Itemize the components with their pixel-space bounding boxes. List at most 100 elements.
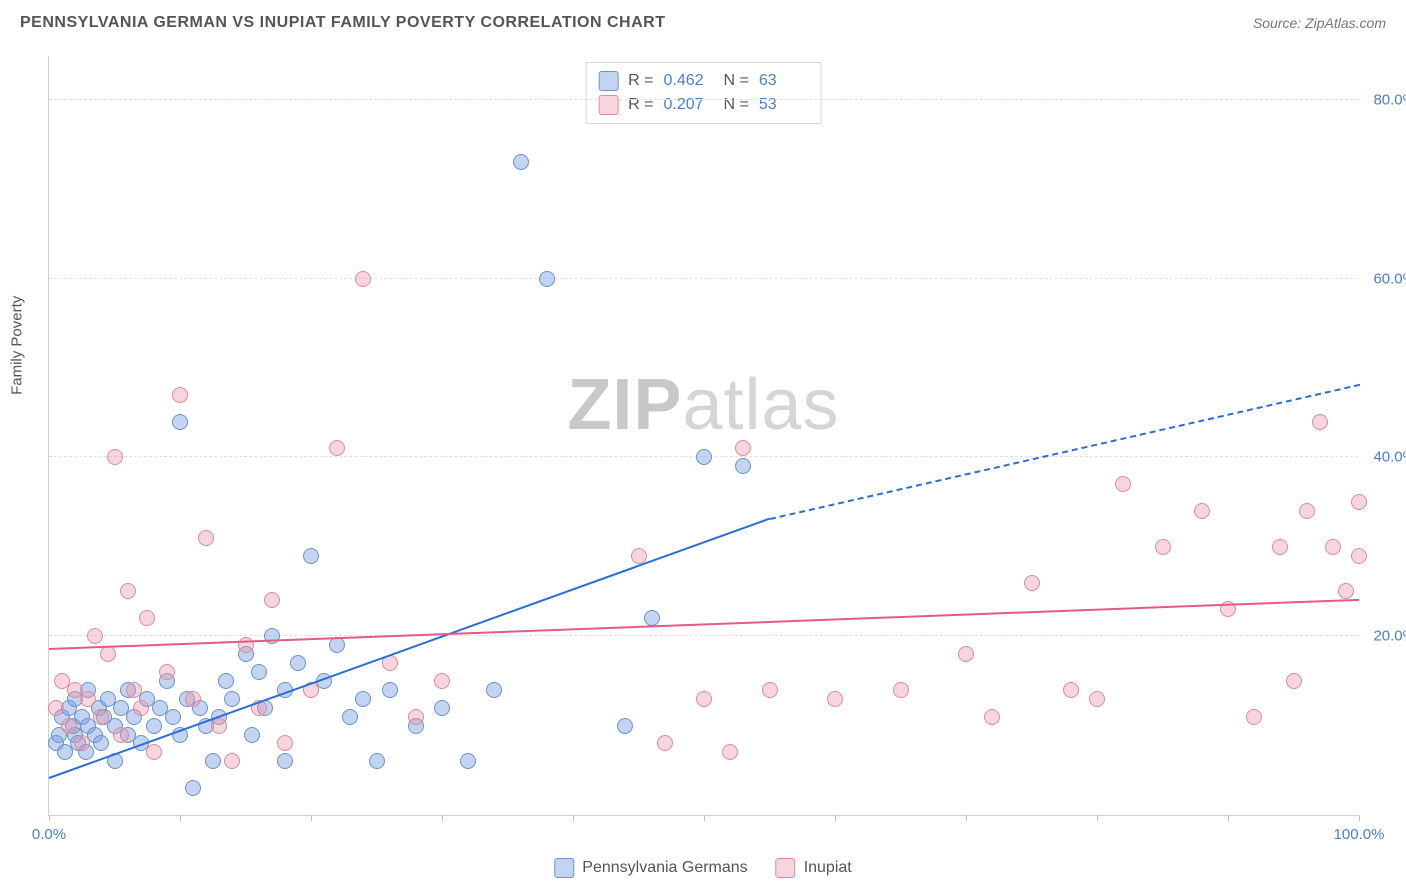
data-point <box>264 592 280 608</box>
data-point <box>644 610 660 626</box>
data-point <box>513 154 529 170</box>
data-point <box>984 709 1000 725</box>
data-point <box>100 646 116 662</box>
data-point <box>958 646 974 662</box>
data-point <box>1312 414 1328 430</box>
y-tick-label: 20.0% <box>1373 628 1406 645</box>
data-point <box>277 753 293 769</box>
data-point <box>185 691 201 707</box>
data-point <box>133 700 149 716</box>
x-tick-label: 100.0% <box>1334 826 1385 843</box>
data-point <box>382 682 398 698</box>
data-point <box>303 548 319 564</box>
x-tick <box>704 815 705 821</box>
header: PENNSYLVANIA GERMAN VS INUPIAT FAMILY PO… <box>0 0 1406 42</box>
trend-line <box>769 384 1359 520</box>
data-point <box>735 440 751 456</box>
data-point <box>329 440 345 456</box>
data-point <box>539 271 555 287</box>
legend-label-series2: Inupiat <box>804 859 852 877</box>
data-point <box>146 718 162 734</box>
grid-line <box>49 635 1358 636</box>
x-tick <box>442 815 443 821</box>
y-tick-label: 80.0% <box>1373 91 1406 108</box>
data-point <box>1194 503 1210 519</box>
data-point <box>369 753 385 769</box>
data-point <box>1338 583 1354 599</box>
bottom-legend: Pennsylvania Germans Inupiat <box>554 858 851 878</box>
x-tick <box>1359 815 1360 821</box>
y-tick-label: 60.0% <box>1373 270 1406 287</box>
data-point <box>1063 682 1079 698</box>
data-point <box>1286 673 1302 689</box>
data-point <box>434 673 450 689</box>
data-point <box>696 449 712 465</box>
legend-label-series1: Pennsylvania Germans <box>582 859 747 877</box>
data-point <box>893 682 909 698</box>
data-point <box>1089 691 1105 707</box>
data-point <box>486 682 502 698</box>
data-point <box>120 583 136 599</box>
data-point <box>146 744 162 760</box>
stats-row-series2: R = 0.207 N = 53 <box>598 93 809 117</box>
data-point <box>434 700 450 716</box>
x-tick <box>180 815 181 821</box>
data-point <box>460 753 476 769</box>
data-point <box>1351 548 1367 564</box>
data-point <box>61 718 77 734</box>
stats-legend-box: R = 0.462 N = 63 R = 0.207 N = 53 <box>585 62 822 124</box>
data-point <box>93 709 109 725</box>
data-point <box>159 664 175 680</box>
swatch-series1 <box>554 858 574 878</box>
r-value-series1: 0.462 <box>664 72 714 90</box>
data-point <box>1115 476 1131 492</box>
source-attribution: Source: ZipAtlas.com <box>1253 15 1386 31</box>
data-point <box>1351 494 1367 510</box>
data-point <box>1299 503 1315 519</box>
data-point <box>113 727 129 743</box>
data-point <box>172 414 188 430</box>
x-tick <box>49 815 50 821</box>
data-point <box>762 682 778 698</box>
data-point <box>224 753 240 769</box>
data-point <box>617 718 633 734</box>
grid-line <box>49 278 1358 279</box>
data-point <box>185 780 201 796</box>
x-tick <box>1097 815 1098 821</box>
data-point <box>631 548 647 564</box>
data-point <box>107 449 123 465</box>
data-point <box>48 700 64 716</box>
data-point <box>205 753 221 769</box>
data-point <box>1325 539 1341 555</box>
x-tick <box>835 815 836 821</box>
data-point <box>74 735 90 751</box>
x-tick <box>966 815 967 821</box>
data-point <box>277 735 293 751</box>
scatter-chart: Family Poverty ZIPatlas R = 0.462 N = 63… <box>48 56 1358 816</box>
source-prefix: Source: <box>1253 15 1305 31</box>
swatch-series2 <box>776 858 796 878</box>
data-point <box>355 271 371 287</box>
data-point <box>329 637 345 653</box>
watermark-zip: ZIP <box>567 365 682 445</box>
grid-line <box>49 99 1358 100</box>
stats-row-series1: R = 0.462 N = 63 <box>598 69 809 93</box>
data-point <box>165 709 181 725</box>
swatch-series1 <box>598 71 618 91</box>
data-point <box>87 628 103 644</box>
data-point <box>93 735 109 751</box>
data-point <box>1155 539 1171 555</box>
watermark-atlas: atlas <box>682 365 839 445</box>
data-point <box>80 691 96 707</box>
data-point <box>198 530 214 546</box>
data-point <box>342 709 358 725</box>
data-point <box>251 664 267 680</box>
data-point <box>290 655 306 671</box>
y-axis-label: Family Poverty <box>9 295 26 394</box>
x-tick <box>1228 815 1229 821</box>
data-point <box>224 691 240 707</box>
data-point <box>244 727 260 743</box>
data-point <box>696 691 712 707</box>
watermark: ZIPatlas <box>567 364 839 446</box>
n-value-series1: 63 <box>759 72 809 90</box>
